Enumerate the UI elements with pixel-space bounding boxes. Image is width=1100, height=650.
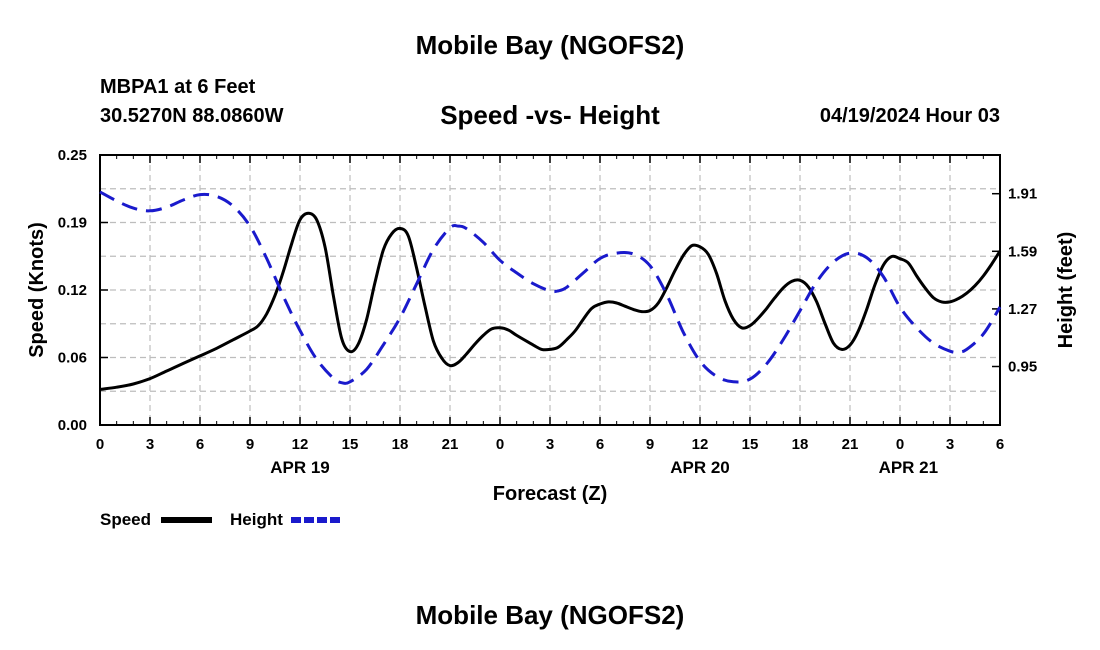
series-lines	[99, 190, 1002, 391]
chart-legend: Speed Height	[100, 510, 342, 529]
x-tick-label: 9	[246, 436, 254, 453]
x-tick-label: 12	[292, 436, 309, 453]
left-axis-title: Speed (Knots)	[26, 222, 48, 358]
series-line-speed	[99, 211, 1002, 391]
date-label: APR 20	[670, 458, 730, 477]
x-tick-label: 0	[496, 436, 504, 453]
x-tick-label: 3	[946, 436, 954, 453]
date-label: APR 19	[270, 458, 330, 477]
legend-label-speed: Speed	[100, 510, 151, 529]
left-tick-label: 0.19	[58, 215, 87, 232]
x-tick-label: 3	[546, 436, 554, 453]
right-tick-label: 0.95	[1008, 359, 1037, 376]
legend-label-height: Height	[230, 510, 283, 529]
x-tick-label: 6	[996, 436, 1004, 453]
axis-ticks	[99, 154, 1001, 426]
x-tick-label: 0	[896, 436, 904, 453]
x-tick-label: 18	[792, 436, 809, 453]
x-tick-label: 6	[196, 436, 204, 453]
right-axis-title: Height (feet)	[1055, 232, 1077, 349]
x-tick-label: 12	[692, 436, 709, 453]
x-tick-label: 0	[96, 436, 104, 453]
repeated-page-title: Mobile Bay (NGOFS2)	[415, 600, 685, 630]
speed-height-chart: 0 3 6 9 12 15 18 21 0 3 6 9 12 15 18 21 0 3 6 APR 19 APR 20 A…	[26, 147, 1077, 529]
right-tick-label: 1.91	[1008, 186, 1037, 203]
x-tick-label: 6	[596, 436, 604, 453]
forecast-date: 04/19/2024 Hour 03	[819, 105, 1000, 127]
x-tick-label: 18	[392, 436, 409, 453]
date-label: APR 21	[879, 458, 939, 477]
right-tick-label: 1.59	[1008, 243, 1037, 260]
axis-labels: 0 3 6 9 12 15 18 21 0 3 6 9 12 15 18 21 0 3 6 APR 19 APR 20 A…	[58, 147, 1037, 477]
left-tick-label: 0.12	[58, 282, 87, 299]
x-tick-label: 9	[646, 436, 654, 453]
x-tick-label: 15	[342, 436, 359, 453]
x-axis-title: Forecast (Z)	[493, 483, 607, 505]
grid-lines	[100, 155, 1000, 425]
left-tick-label: 0.06	[58, 350, 87, 367]
left-tick-label: 0.25	[58, 147, 87, 164]
left-tick-label: 0.00	[58, 417, 87, 434]
station-name: MBPA1 at 6 Feet	[100, 76, 256, 98]
x-tick-label: 15	[742, 436, 759, 453]
x-tick-label: 21	[442, 436, 459, 453]
right-tick-label: 1.27	[1008, 301, 1037, 318]
x-tick-label: 21	[842, 436, 859, 453]
page-title: Mobile Bay (NGOFS2)	[415, 30, 685, 60]
station-coordinates: 30.5270N 88.0860W	[100, 105, 284, 127]
chart-title: Speed -vs- Height	[440, 100, 660, 130]
x-tick-label: 3	[146, 436, 154, 453]
